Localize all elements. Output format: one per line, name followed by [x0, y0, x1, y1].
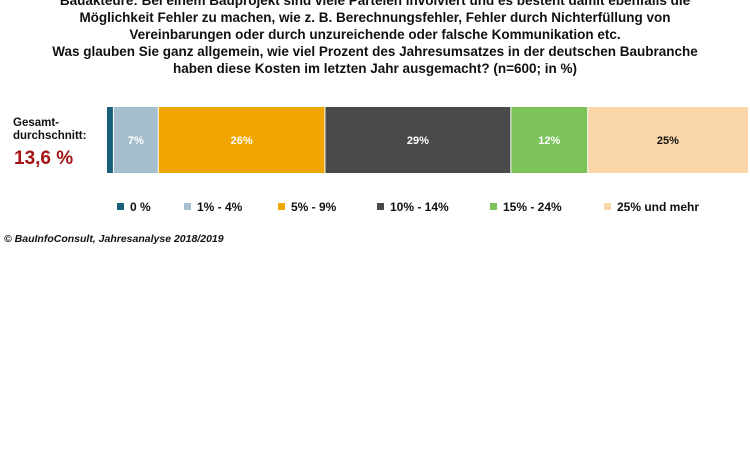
- legend-label: 5% - 9%: [291, 200, 337, 214]
- question-line: Möglichkeit Fehler zu machen, wie z. B. …: [79, 10, 671, 25]
- legend-swatch: [117, 203, 124, 210]
- legend-swatch: [278, 203, 285, 210]
- data-label: 12%: [538, 135, 560, 147]
- average-label-line2: durchschnitt:: [13, 130, 87, 142]
- legend-swatch: [604, 203, 611, 210]
- legend-label: 10% - 14%: [390, 200, 449, 214]
- legend-label: 15% - 24%: [503, 200, 562, 214]
- legend-label: 25% und mehr: [617, 200, 699, 214]
- bar-segment: [510, 107, 588, 173]
- question-line: haben diese Kosten im letzten Jahr ausge…: [173, 61, 577, 76]
- average-label-line1: Gesamt-: [13, 117, 60, 129]
- question-line: Bauakteure: Bei einem Bauprojekt sind vi…: [59, 0, 691, 8]
- bar-segment: [158, 107, 325, 173]
- legend-label: 1% - 4%: [197, 200, 243, 214]
- bar-group: 7% 26% 29% 12% 25%: [107, 107, 748, 173]
- data-label: 25%: [657, 135, 679, 147]
- question-line: Vereinbarungen oder durch unzureichende …: [129, 27, 621, 42]
- legend-swatch: [184, 203, 191, 210]
- average-label: Gesamt- durchschnitt:: [13, 117, 86, 143]
- legend-swatch: [377, 203, 384, 210]
- question-text: Bauakteure: Bei einem Bauprojekt sind vi…: [0, 0, 750, 77]
- data-label: 26%: [231, 135, 253, 147]
- legend-swatch: [490, 203, 497, 210]
- source-note: © BauInfoConsult, Jahresanalyse 2018/201…: [4, 233, 224, 245]
- average-value: 13,6 %: [14, 148, 74, 169]
- legend-label: 0 %: [130, 200, 151, 214]
- question-line: Was glauben Sie ganz allgemein, wie viel…: [52, 44, 698, 59]
- legend: 0 % 1% - 4% 5% - 9% 10% - 14% 15% - 24% 25% u…: [117, 200, 699, 214]
- data-label: 29%: [407, 135, 429, 147]
- bar-segment: [113, 107, 159, 173]
- bar-segment: [324, 107, 511, 173]
- bar-segment: [587, 107, 748, 173]
- bar-segment: [107, 107, 114, 173]
- data-label: 7%: [128, 135, 144, 147]
